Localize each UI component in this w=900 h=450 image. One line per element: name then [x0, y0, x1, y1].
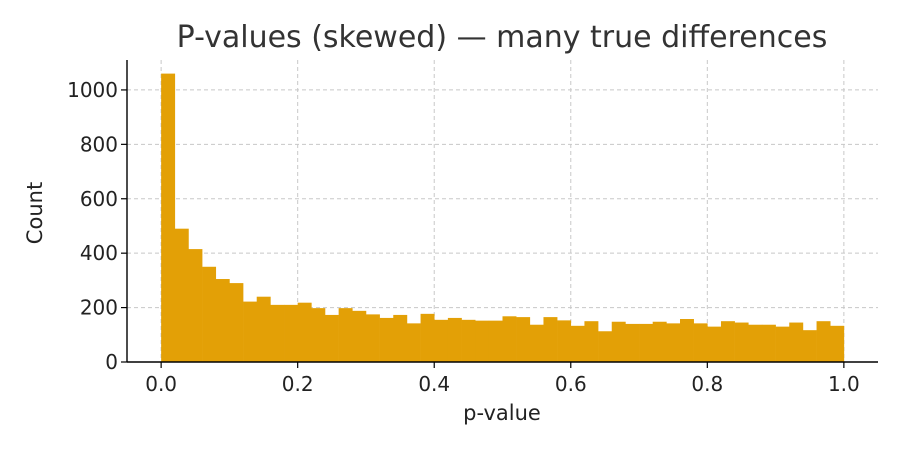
- histogram-bar: [338, 308, 353, 362]
- histogram-bars: [161, 73, 845, 362]
- histogram-bar: [352, 310, 367, 362]
- histogram-bar: [215, 279, 230, 362]
- histogram-bar: [598, 331, 613, 362]
- histogram-bar: [379, 317, 394, 362]
- histogram-bar: [748, 324, 763, 362]
- histogram-bar: [789, 322, 804, 362]
- histogram-bar: [461, 319, 476, 362]
- histogram-bar: [475, 320, 490, 362]
- histogram-bar: [625, 323, 640, 362]
- histogram-bar: [447, 317, 462, 362]
- y-tick-label: 800: [80, 132, 118, 156]
- histogram-bar: [693, 323, 708, 362]
- y-tick-label: 1000: [67, 78, 118, 102]
- histogram-bar: [529, 324, 544, 362]
- y-tick-label: 600: [80, 187, 118, 211]
- histogram-bar: [406, 323, 421, 362]
- histogram-bar: [557, 320, 572, 362]
- histogram-bar: [365, 314, 380, 362]
- histogram-bar: [652, 321, 667, 362]
- histogram-bar: [734, 322, 749, 362]
- histogram-bar: [324, 314, 339, 362]
- y-tick-label: 0: [105, 350, 118, 374]
- x-tick-label: 1.0: [828, 372, 860, 396]
- histogram-bar: [174, 228, 189, 362]
- x-tick-label: 0.6: [555, 372, 587, 396]
- y-tick-label: 200: [80, 296, 118, 320]
- histogram-bar: [161, 73, 176, 362]
- histogram-bar: [720, 321, 735, 362]
- histogram-bar: [243, 301, 258, 362]
- x-tick-label: 0.0: [145, 372, 177, 396]
- histogram-bar: [775, 326, 790, 362]
- histogram-bar: [502, 316, 517, 362]
- histogram-bar: [434, 319, 449, 362]
- histogram-bar: [816, 321, 831, 362]
- histogram-bar: [666, 323, 681, 362]
- histogram-bar: [188, 249, 203, 362]
- histogram-bar: [761, 324, 776, 362]
- axes: [126, 60, 878, 363]
- histogram-bar: [393, 314, 408, 362]
- histogram-bar: [297, 302, 312, 362]
- y-tick-label: 400: [80, 241, 118, 265]
- histogram-bar: [488, 320, 503, 362]
- histogram-bar: [570, 325, 585, 362]
- histogram-bar: [516, 317, 531, 362]
- x-tick-label: 0.4: [418, 372, 450, 396]
- histogram-bar: [707, 326, 722, 362]
- histogram-bar: [830, 325, 845, 362]
- histogram-bar: [802, 330, 817, 362]
- histogram-bar: [420, 313, 435, 362]
- x-axis-ticks: 0.0 0.2 0.4 0.6 0.8 1.0: [145, 362, 860, 396]
- histogram-bar: [202, 266, 217, 362]
- histogram-bar: [680, 319, 694, 362]
- histogram-bar: [270, 304, 285, 362]
- histogram-bar: [584, 321, 599, 362]
- histogram-bar: [639, 323, 653, 362]
- histogram-bar: [611, 321, 626, 362]
- chart-title: P-values (skewed) — many true difference…: [177, 20, 828, 55]
- histogram-bar: [311, 308, 326, 362]
- histogram-bar: [543, 317, 558, 362]
- x-tick-label: 0.8: [691, 372, 723, 396]
- histogram-bar: [256, 296, 271, 362]
- y-axis-label: Count: [23, 182, 47, 244]
- histogram-bar: [284, 304, 298, 362]
- y-axis-ticks: 0 200 400 600 800 1000: [67, 78, 127, 374]
- histogram-bar: [229, 283, 244, 362]
- x-axis-label: p-value: [463, 401, 541, 425]
- x-tick-label: 0.2: [282, 372, 314, 396]
